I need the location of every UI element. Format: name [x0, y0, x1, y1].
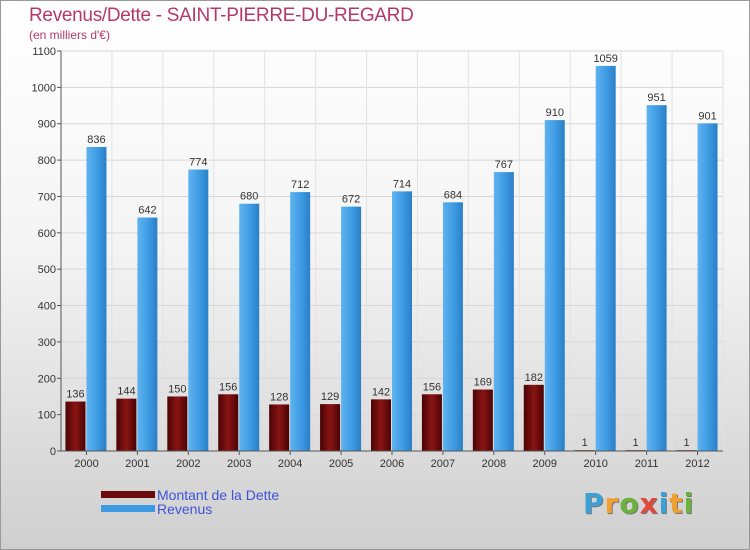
x-tick-label-2011: 2011: [635, 458, 659, 470]
x-tick-label-2001: 2001: [125, 458, 149, 470]
data-label-dette-2005: 129: [321, 391, 339, 403]
x-tick-label-2009: 2009: [533, 458, 557, 470]
logo-letter: i: [683, 487, 695, 520]
logo-letter: x: [639, 487, 659, 520]
data-label-revenus-2012: 901: [698, 110, 716, 122]
bar-revenus-2001: [137, 217, 158, 451]
bar-dette-2002: [167, 396, 188, 451]
bar-dette-2000: [65, 401, 86, 451]
x-tick-label-2007: 2007: [431, 458, 455, 470]
logo-letter: o: [619, 487, 640, 520]
y-tick-label: 300: [38, 337, 56, 349]
y-tick-label: 900: [38, 119, 56, 131]
data-label-revenus-2011: 951: [647, 92, 665, 104]
data-label-dette-2001: 144: [117, 386, 135, 398]
y-tick-label: 500: [38, 264, 56, 276]
data-label-dette-2006: 142: [372, 386, 390, 398]
y-tick-label: 100: [38, 410, 56, 422]
y-tick-label: 0: [50, 446, 56, 458]
x-tick-label-2012: 2012: [685, 458, 709, 470]
logo-letter: r: [604, 487, 620, 520]
bar-dette-2009: [523, 384, 544, 451]
bar-revenus-2003: [239, 203, 260, 451]
bar-revenus-2010: [595, 65, 616, 451]
legend-swatch-dette: [101, 491, 155, 498]
data-label-revenus-2010: 1059: [593, 53, 617, 65]
bar-dette-2007: [421, 394, 442, 451]
bar-dette-2003: [218, 394, 239, 451]
y-tick-label: 200: [38, 373, 56, 385]
data-label-revenus-2009: 910: [546, 107, 564, 119]
legend-label-dette: Montant de la Dette: [157, 487, 280, 503]
data-label-dette-2011: 1: [633, 437, 639, 449]
data-label-revenus-2003: 680: [240, 191, 258, 203]
data-label-dette-2002: 150: [168, 383, 186, 395]
y-tick-label: 1000: [32, 82, 56, 94]
bar-dette-2006: [371, 399, 391, 451]
data-label-revenus-2006: 714: [393, 178, 411, 190]
x-tick-label-2003: 2003: [227, 458, 251, 470]
bar-revenus-2000: [86, 147, 107, 451]
y-tick-label: 700: [38, 191, 56, 203]
legend-swatch-revenus: [101, 505, 155, 512]
data-label-revenus-2007: 684: [444, 189, 462, 201]
data-label-dette-2012: 1: [683, 437, 689, 449]
x-tick-label-2000: 2000: [74, 458, 98, 470]
bar-revenus-2002: [188, 169, 209, 451]
bar-revenus-2004: [290, 192, 311, 451]
y-tick-label: 400: [38, 301, 56, 313]
chart-subtitle: (en milliers d'€): [29, 28, 110, 42]
bar-revenus-2011: [646, 105, 667, 451]
bar-dette-2001: [116, 398, 137, 451]
data-label-revenus-2002: 774: [189, 157, 207, 169]
x-tick-label-2005: 2005: [329, 458, 353, 470]
x-tick-label-2010: 2010: [583, 458, 607, 470]
bar-dette-2005: [320, 404, 341, 451]
bar-dette-2004: [269, 404, 290, 451]
logo-letter: i: [658, 487, 670, 520]
bar-revenus-2006: [392, 191, 412, 451]
data-label-revenus-2000: 836: [87, 134, 105, 146]
x-tick-label-2006: 2006: [380, 458, 404, 470]
data-label-dette-2009: 182: [525, 372, 543, 384]
y-tick-label: 800: [38, 155, 56, 167]
logo-letter: P: [583, 487, 605, 520]
bar-revenus-2009: [544, 120, 565, 451]
y-tick-label: 600: [38, 228, 56, 240]
y-tick-label: 1100: [32, 46, 56, 58]
bar-revenus-2005: [341, 206, 362, 451]
logo-letter: t: [669, 487, 684, 520]
data-label-revenus-2001: 642: [138, 205, 156, 217]
data-label-dette-2004: 128: [270, 391, 288, 403]
x-tick-label-2004: 2004: [278, 458, 302, 470]
bar-revenus-2007: [442, 202, 463, 451]
proxiti-logo: Proxiti: [583, 487, 693, 527]
data-label-revenus-2004: 712: [291, 179, 309, 191]
data-label-dette-2008: 169: [474, 377, 492, 389]
bar-revenus-2012: [697, 123, 718, 451]
x-tick-label-2002: 2002: [176, 458, 200, 470]
data-label-dette-2010: 1: [582, 437, 588, 449]
data-label-dette-2007: 156: [423, 381, 441, 393]
data-label-revenus-2008: 767: [495, 159, 513, 171]
data-label-dette-2003: 156: [219, 381, 237, 393]
legend-label-revenus: Revenus: [157, 501, 213, 517]
chart-title: Revenus/Dette - SAINT-PIERRE-DU-REGARD: [29, 5, 414, 26]
data-label-dette-2000: 136: [66, 389, 84, 401]
x-tick-label-2008: 2008: [482, 458, 506, 470]
data-label-revenus-2005: 672: [342, 194, 360, 206]
bar-dette-2008: [472, 389, 493, 451]
bar-revenus-2008: [493, 172, 514, 451]
